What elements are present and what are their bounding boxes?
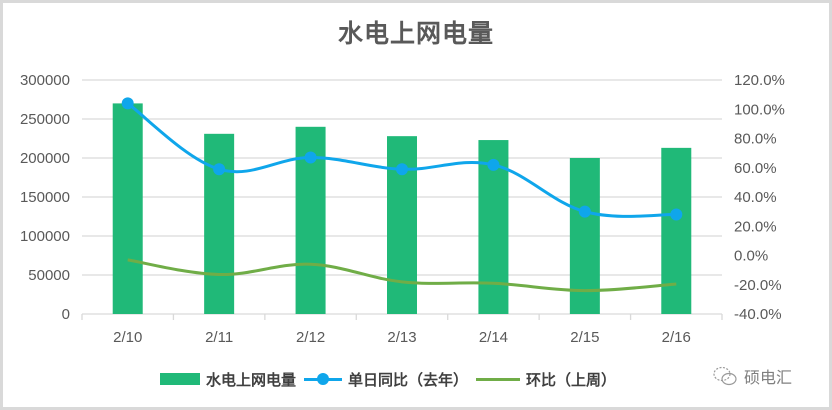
watermark-text: 硕电汇 — [744, 368, 793, 387]
svg-text:2/11: 2/11 — [205, 329, 233, 346]
svg-text:2/14: 2/14 — [479, 329, 508, 346]
bar — [569, 158, 600, 314]
svg-text:80.0%: 80.0% — [734, 131, 777, 148]
svg-text:2/16: 2/16 — [662, 329, 691, 346]
svg-text:2/15: 2/15 — [570, 329, 599, 346]
svg-text:20.0%: 20.0% — [734, 218, 777, 235]
left-axis-ticks: 0 50000 100000 150000 200000 250000 300000 — [20, 72, 70, 323]
bar — [112, 103, 143, 315]
data-point-marker — [213, 163, 226, 176]
svg-text:100000: 100000 — [20, 228, 70, 245]
bar-series — [112, 103, 692, 315]
svg-text:-20.0%: -20.0% — [734, 277, 782, 294]
bar — [204, 133, 235, 314]
line-swatch-icon — [476, 377, 521, 381]
svg-text:200000: 200000 — [20, 150, 70, 167]
line-marker-swatch-icon — [304, 372, 343, 385]
bar — [661, 147, 692, 314]
legend-label-bar: 水电上网电量 — [206, 370, 297, 389]
svg-text:100.0%: 100.0% — [734, 101, 785, 118]
data-point-marker — [121, 97, 134, 110]
legend-item-bar: 水电上网电量 — [160, 369, 296, 390]
svg-text:2/12: 2/12 — [296, 329, 325, 346]
x-axis: 2/10 2/11 2/12 2/13 2/14 2/15 2/16 — [81, 313, 723, 346]
svg-text:2/10: 2/10 — [113, 329, 142, 346]
bar — [387, 136, 417, 314]
svg-text:120.0%: 120.0% — [734, 72, 785, 89]
svg-text:60.0%: 60.0% — [734, 160, 777, 177]
legend-item-wow: 环比（上周） — [476, 369, 616, 390]
bar-swatch-icon — [160, 373, 200, 385]
chart-title: 水电上网电量 — [337, 19, 494, 48]
data-point-marker — [304, 151, 317, 164]
wechat-icon — [713, 366, 737, 386]
yoy-line-series — [121, 97, 683, 221]
data-point-marker — [578, 205, 591, 218]
legend: 水电上网电量 单日同比（去年） 环比（上周） — [160, 367, 624, 391]
svg-text:40.0%: 40.0% — [734, 189, 777, 206]
svg-text:0.0%: 0.0% — [734, 248, 768, 265]
watermark: 硕电汇 — [712, 364, 792, 388]
svg-text:-40.0%: -40.0% — [734, 306, 782, 323]
legend-item-yoy: 单日同比（去年） — [304, 369, 468, 390]
data-point-marker — [670, 208, 683, 221]
svg-text:0: 0 — [62, 306, 70, 323]
legend-label-yoy: 单日同比（去年） — [348, 370, 469, 389]
right-axis-ticks: -40.0% -20.0% 0.0% 20.0% 40.0% 60.0% 80.0% 100.… — [734, 72, 785, 323]
svg-text:2/13: 2/13 — [387, 329, 416, 346]
svg-text:250000: 250000 — [20, 111, 70, 128]
svg-text:150000: 150000 — [20, 189, 70, 206]
data-point-marker — [487, 158, 500, 171]
wow-line-series — [127, 258, 677, 293]
legend-label-wow: 环比（上周） — [526, 370, 617, 389]
svg-text:50000: 50000 — [28, 267, 70, 284]
data-point-marker — [396, 163, 408, 176]
svg-text:300000: 300000 — [20, 72, 70, 89]
